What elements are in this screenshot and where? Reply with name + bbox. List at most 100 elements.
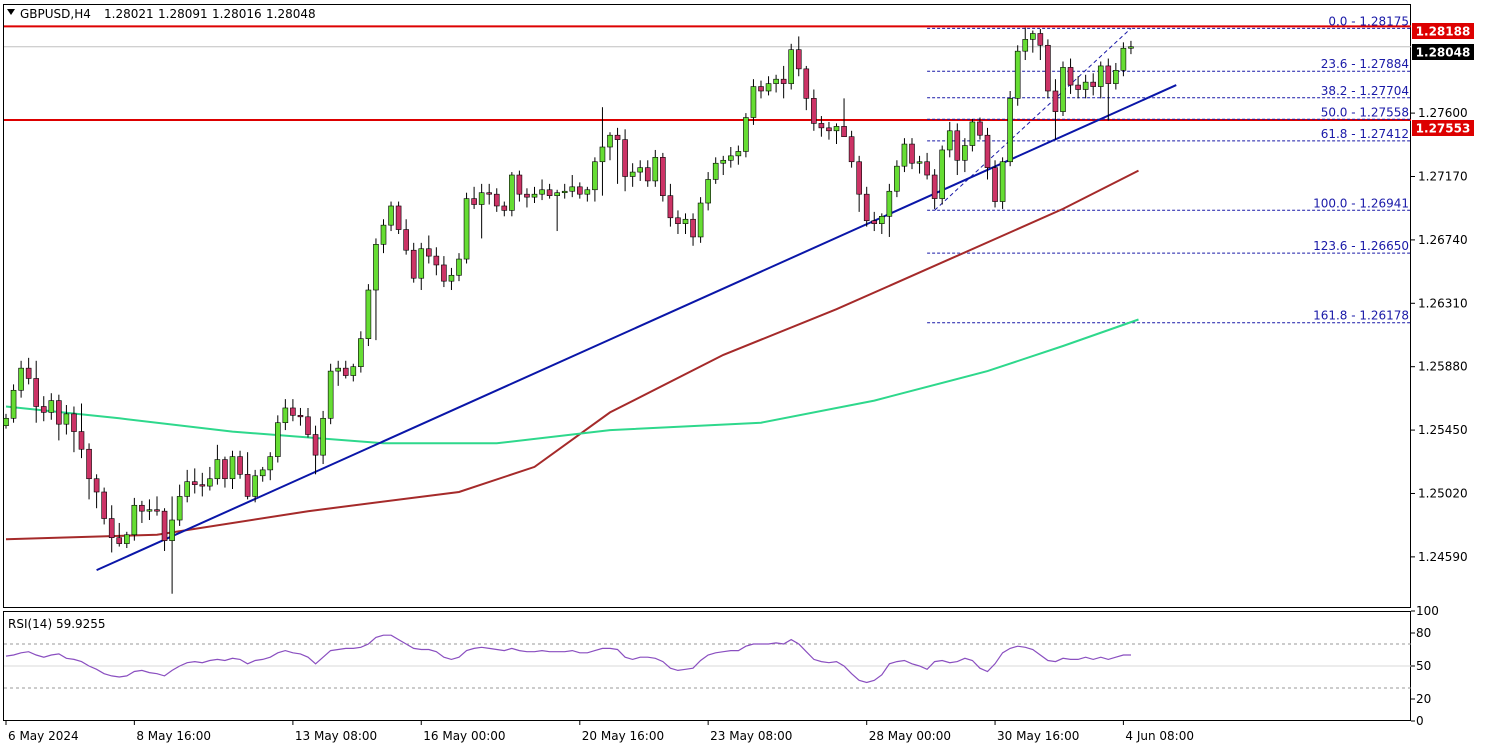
- candle-body: [93, 478, 100, 493]
- support-price-tag: [1412, 120, 1474, 136]
- candle-61: [463, 192, 470, 264]
- candle-51: [388, 201, 394, 232]
- high-value: 1.28091: [158, 7, 208, 21]
- candle-body: [750, 86, 757, 118]
- candle-body: [705, 179, 711, 204]
- candle-124: [939, 145, 946, 205]
- candle-body: [290, 407, 296, 416]
- candle-44: [335, 360, 342, 386]
- candle-body: [425, 248, 432, 257]
- price-tick-label-10: 1.24590: [1418, 550, 1468, 564]
- candle-72: [546, 183, 553, 199]
- candle-body: [501, 205, 508, 211]
- symbol-dropdown-icon[interactable]: [7, 9, 15, 15]
- candle-body: [282, 407, 289, 424]
- candle-body: [727, 155, 734, 161]
- fib-level-label-0: 0.0 - 1.28175: [1328, 14, 1409, 28]
- candle-body: [939, 149, 946, 199]
- candle-body: [10, 389, 17, 419]
- price-tick-label-6: 1.26310: [1418, 296, 1468, 310]
- candle-body: [848, 136, 855, 163]
- candle-body: [811, 98, 817, 124]
- support-price-text: 1.27553: [1416, 122, 1471, 136]
- candle-body: [373, 244, 379, 291]
- candle-86: [652, 149, 659, 187]
- candle-body: [561, 190, 568, 194]
- candle-body: [327, 370, 334, 419]
- candle-137: [1037, 29, 1044, 61]
- candle-body: [1075, 84, 1081, 90]
- candle-60: [456, 253, 462, 282]
- candle-30: [229, 450, 236, 490]
- candle-29: [222, 456, 228, 488]
- fib-level-label-5: 100.0 - 1.26941: [1313, 196, 1409, 210]
- candle-13: [101, 487, 107, 525]
- price-tick-label-4: 1.27170: [1418, 169, 1468, 183]
- candle-body: [297, 415, 304, 418]
- candle-body: [71, 413, 77, 432]
- candle-59: [448, 267, 455, 291]
- candle-body: [456, 258, 462, 276]
- candle-body: [660, 157, 666, 196]
- candle-23: [176, 484, 183, 526]
- candle-body: [931, 174, 938, 199]
- candle-110: [833, 123, 840, 145]
- candle-112: [848, 130, 855, 168]
- candle-35: [267, 452, 274, 481]
- candle-129: [977, 117, 983, 140]
- candle-78: [592, 157, 598, 202]
- candle-68: [516, 170, 523, 202]
- candle-1: [10, 384, 17, 423]
- candle-133: [1007, 90, 1013, 167]
- candle-body: [48, 400, 55, 413]
- candle-body: [433, 255, 440, 266]
- candle-89: [675, 210, 681, 234]
- time-tick-label-6: 28 May 00:00: [869, 729, 951, 743]
- price-tick-label-5: 1.26740: [1418, 233, 1468, 247]
- candle-body: [690, 218, 696, 238]
- candle-42: [320, 410, 326, 464]
- candle-body: [901, 143, 908, 167]
- fib-level-label-3: 50.0 - 1.27558: [1321, 105, 1409, 119]
- candle-body: [992, 167, 998, 202]
- candle-106: [803, 65, 810, 111]
- candle-body: [86, 448, 92, 480]
- candle-body: [358, 338, 364, 367]
- time-tick-label-0: 6 May 2024: [8, 729, 79, 743]
- candle-body: [184, 481, 190, 497]
- candle-body: [448, 274, 455, 282]
- candle-119: [901, 138, 908, 173]
- candle-body: [712, 162, 719, 180]
- candle-12: [93, 474, 100, 509]
- candle-body: [743, 117, 749, 152]
- candle-body: [124, 534, 130, 544]
- candle-45: [342, 360, 349, 379]
- candle-body: [682, 218, 689, 224]
- candle-28: [214, 444, 221, 485]
- candle-body: [191, 481, 198, 485]
- candle-body: [946, 130, 953, 151]
- candle-143: [1082, 74, 1089, 99]
- candle-body: [320, 417, 326, 456]
- candle-138: [1045, 39, 1051, 99]
- candle-100: [758, 80, 764, 99]
- candle-body: [569, 186, 576, 192]
- candle-body: [1067, 67, 1074, 86]
- candle-91: [690, 213, 696, 246]
- candle-body: [803, 68, 810, 99]
- current-price-tag: [1412, 44, 1474, 60]
- candle-127: [962, 138, 968, 173]
- candle-46: [350, 363, 357, 382]
- candle-body: [1082, 81, 1089, 90]
- candle-body: [546, 189, 553, 196]
- rsi-label: RSI(14) 59.9255: [8, 617, 106, 631]
- candle-body: [675, 217, 681, 224]
- candle-body: [335, 367, 342, 372]
- candle-body: [146, 509, 153, 512]
- candle-75: [569, 175, 576, 198]
- candle-body: [1097, 65, 1104, 87]
- candle-body: [841, 126, 847, 137]
- candle-80: [607, 132, 613, 161]
- candle-147: [1113, 62, 1119, 90]
